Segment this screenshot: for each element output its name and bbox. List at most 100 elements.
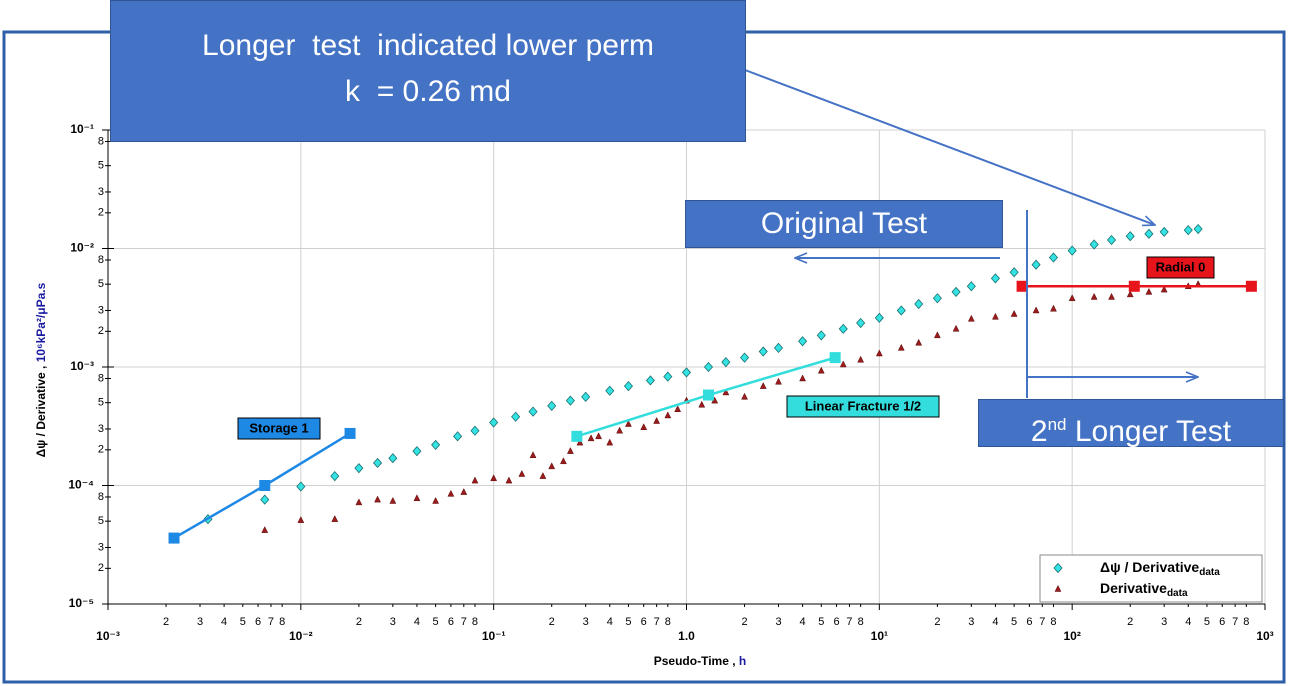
- triangle-point: [952, 324, 960, 332]
- x-tick-label: 7: [654, 616, 660, 628]
- triangle-point: [1145, 287, 1153, 295]
- y-tick-label: 3: [98, 186, 104, 198]
- x-tick-label: 7: [268, 616, 274, 628]
- triangle-point: [967, 314, 975, 322]
- x-tick-label: 5: [1011, 616, 1017, 628]
- diamond-point: [951, 286, 961, 298]
- legend-name: Δψ / Derivative: [1100, 559, 1199, 575]
- x-unit: h: [739, 654, 746, 668]
- x-axis-title: Pseudo-Time , h: [654, 654, 746, 668]
- diamond-point: [1193, 223, 1203, 235]
- x-tick-label: 4: [800, 616, 806, 628]
- fit-label-box: [1146, 256, 1215, 279]
- fit-label: Linear Fracture 1/2: [805, 398, 921, 413]
- y-tick-label: 2: [98, 562, 104, 574]
- x-tick-label: 3: [583, 616, 589, 628]
- x-tick-label: 4: [1185, 616, 1191, 628]
- triangle-point: [606, 438, 614, 446]
- diamond-point: [296, 481, 306, 492]
- diamond-point: [547, 400, 557, 411]
- x-tick-label: 8: [858, 616, 864, 628]
- x-tick-label: 2: [356, 616, 362, 628]
- fit-label: Storage 1: [249, 420, 308, 435]
- triangle-point: [560, 457, 567, 465]
- diamond-point: [489, 417, 499, 428]
- diamond-point: [1089, 239, 1099, 250]
- diamond-point: [663, 371, 673, 382]
- x-tick-label: 6: [1219, 616, 1225, 628]
- diamond-point: [721, 356, 731, 368]
- diamond-point: [740, 352, 750, 363]
- triangle-point: [640, 423, 648, 431]
- y-tick-label: 10⁻⁵: [69, 596, 94, 610]
- x-tick-label: 8: [472, 616, 478, 628]
- x-tick-label: 2: [549, 616, 555, 628]
- x-tick-label: 3: [390, 616, 396, 628]
- triangle-point: [1108, 292, 1115, 300]
- x-tick-label: 5: [625, 616, 631, 628]
- triangle-point: [548, 462, 556, 470]
- y-tick-label: 2: [98, 444, 104, 456]
- y-tick-label: 2: [98, 207, 104, 219]
- triangle-point: [897, 343, 905, 351]
- diamond-point: [874, 312, 884, 323]
- x-tick-label: 2: [1127, 616, 1133, 628]
- diamond-point: [1159, 226, 1169, 238]
- triangle-point: [616, 426, 624, 434]
- diamond-point: [373, 457, 383, 469]
- diamond-point: [511, 411, 521, 422]
- triangle-point: [857, 355, 865, 363]
- triangle-point: [539, 472, 547, 479]
- triangle-point: [1032, 306, 1040, 314]
- triangle-point: [1050, 304, 1057, 312]
- x-tick-label: 5: [1204, 616, 1210, 628]
- diamond-point: [470, 425, 480, 436]
- triangle-point: [1126, 290, 1134, 298]
- triangle-point: [432, 496, 440, 504]
- longer-number: 2: [1030, 415, 1048, 448]
- x-tick-label: 5: [433, 616, 439, 628]
- y-tick-label: 8: [98, 135, 104, 147]
- x-tick-label: 8: [1050, 616, 1056, 628]
- x-tick-label: 6: [1026, 616, 1032, 628]
- diamond-point: [914, 298, 924, 310]
- x-tick-label: 6: [448, 616, 454, 628]
- triangle-point: [674, 405, 682, 413]
- x-tick-label: 5: [240, 616, 246, 628]
- longer-suffix: nd: [1047, 415, 1067, 434]
- diamond-point: [1125, 231, 1135, 242]
- y-axis-title: Δψ / Derivative , 10⁶kPa²/μPa.s: [34, 282, 48, 457]
- triangle-point: [566, 447, 574, 454]
- y-tick-label: 10⁻³: [70, 359, 94, 373]
- x-tick-label: 2: [741, 616, 747, 628]
- x-tick-label: 8: [665, 616, 671, 628]
- triangle-point: [331, 515, 339, 522]
- triangle-point: [490, 474, 498, 482]
- legend-name: Derivative: [1100, 580, 1167, 596]
- triangle-point: [447, 489, 455, 497]
- diamond-point: [932, 293, 942, 304]
- x-tick-label: 10²: [1063, 629, 1080, 643]
- triangle-point: [1160, 285, 1168, 293]
- diamond-point: [1009, 267, 1019, 278]
- diamond-point: [1031, 259, 1041, 270]
- diamond-point: [565, 395, 575, 406]
- diamond-point: [816, 330, 826, 341]
- diamond-point: [681, 367, 692, 378]
- legend-subscript: data: [1199, 567, 1220, 578]
- triangle-point: [1090, 292, 1098, 300]
- legend-box: [1039, 554, 1263, 603]
- diamond-point: [431, 439, 441, 451]
- diamond-point: [260, 494, 270, 505]
- x-tick-label: 6: [641, 616, 647, 628]
- original-test: Original Test: [760, 207, 928, 240]
- callout-line: Longer test indicated lower perm: [202, 29, 654, 62]
- triangle-point: [471, 476, 479, 484]
- y-tick-label: 5: [98, 278, 104, 290]
- triangle-point: [389, 496, 397, 504]
- x-tick-label: 1.0: [678, 629, 695, 643]
- y-tick-label: 2: [98, 325, 104, 337]
- y-tick-label: 3: [98, 304, 104, 316]
